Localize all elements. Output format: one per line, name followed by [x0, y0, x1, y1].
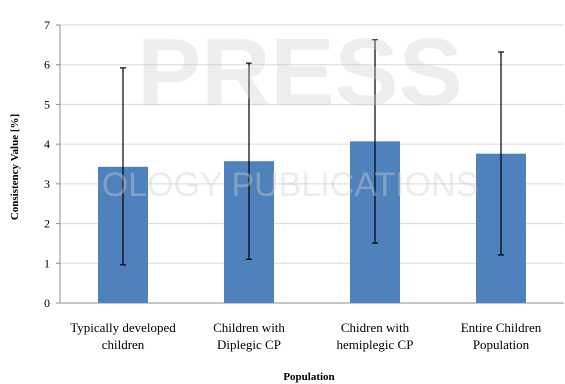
x-category-label: Typically developed: [70, 320, 176, 335]
x-category-label: Entire Children: [461, 320, 542, 335]
x-axis-categories: Typically developed children Children with…: [70, 320, 542, 352]
x-category-label: Children with: [213, 320, 285, 335]
x-category-label: children: [102, 337, 145, 352]
error-bars: [120, 39, 504, 266]
x-axis-title: Population: [283, 371, 334, 383]
x-category-label: Population: [473, 337, 530, 352]
y-tick-label: 6: [44, 58, 50, 72]
x-category-label: Chidren with: [341, 320, 410, 335]
y-tick-label: 7: [44, 18, 50, 32]
y-axis-title: Consistency Value [%]: [9, 114, 21, 220]
y-tick-label: 4: [44, 137, 50, 151]
y-tick-label: 0: [44, 296, 50, 310]
x-category-label: Diplegic CP: [217, 337, 281, 352]
watermark-press: PRESS: [137, 19, 462, 126]
x-category-label: hemiplegic CP: [337, 337, 414, 352]
y-axis-ticks: 0 1 2 3 4 5 6 7: [44, 18, 50, 310]
watermark-publications: OLOGY PUBLICATIONS: [102, 166, 479, 204]
y-tick-label: 2: [44, 217, 50, 231]
watermark: PRESS OLOGY PUBLICATIONS: [102, 19, 479, 204]
y-tick-label: 1: [44, 256, 50, 270]
y-tick-label: 5: [44, 97, 50, 111]
y-tick-label: 3: [44, 177, 50, 191]
